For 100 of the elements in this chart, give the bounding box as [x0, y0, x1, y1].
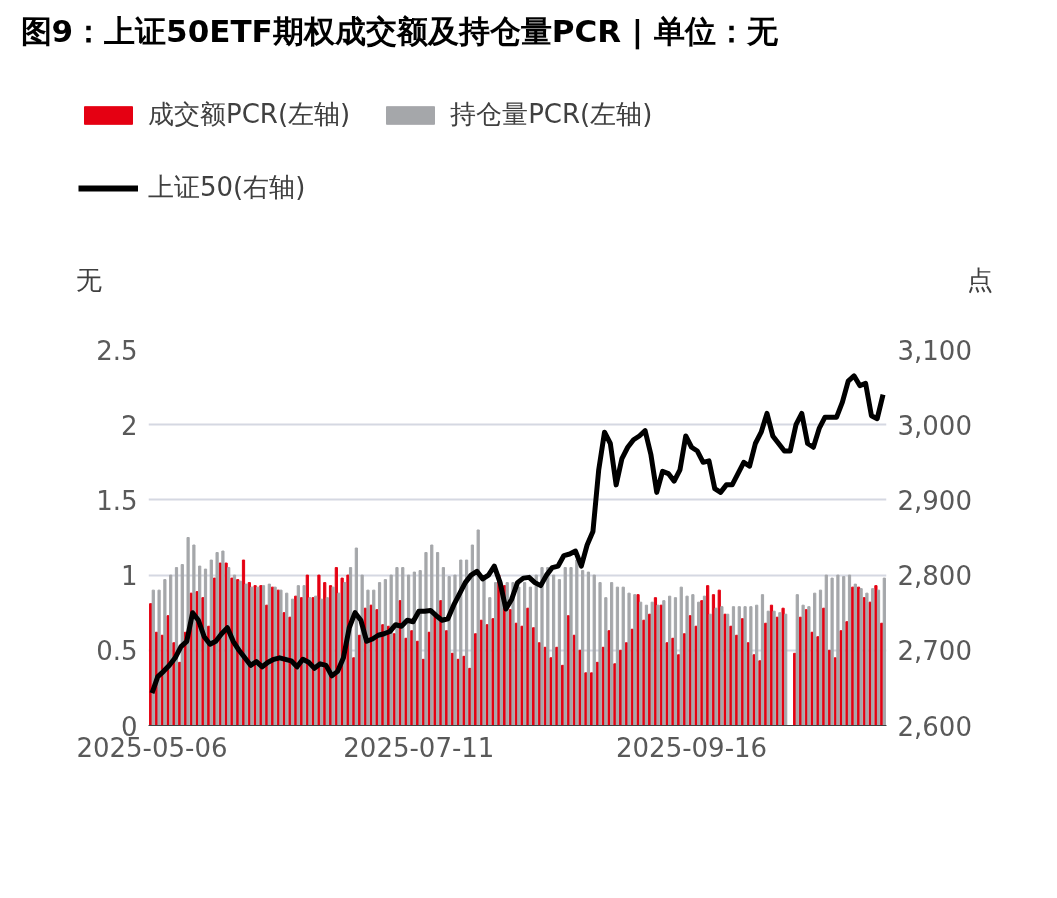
bar	[847, 574, 852, 726]
y-tick-label: 1	[120, 561, 138, 592]
bar	[764, 622, 768, 726]
bar	[679, 586, 683, 726]
bar	[731, 606, 736, 726]
bar	[470, 544, 474, 726]
bar	[627, 592, 631, 726]
bar	[352, 657, 356, 726]
bar	[816, 636, 820, 726]
y2-tick-label: 3,000	[897, 410, 972, 441]
bar	[372, 589, 376, 726]
bar	[795, 594, 799, 726]
bar	[801, 604, 805, 726]
bar	[435, 552, 440, 726]
x-tick-label: 2025-07-11	[343, 732, 495, 763]
bar	[563, 567, 567, 726]
bar	[685, 595, 689, 726]
bar	[586, 571, 591, 726]
bar	[441, 567, 445, 726]
bar	[778, 612, 782, 726]
bar	[453, 574, 457, 726]
bar	[557, 579, 562, 726]
bar	[604, 597, 608, 726]
bar	[285, 592, 289, 726]
bar	[523, 582, 527, 726]
y-tick-label: 1.5	[96, 485, 138, 516]
bar	[673, 597, 678, 726]
chart-title: 图9：上证50ETF期权成交额及持仓量PCR | 单位：无	[20, 12, 779, 50]
bar	[468, 667, 472, 726]
bar	[157, 589, 161, 726]
bar	[621, 586, 625, 726]
bar	[772, 610, 776, 726]
y-axis-title: 无	[75, 264, 102, 295]
bar	[534, 574, 538, 726]
bar	[383, 579, 387, 726]
bar	[706, 585, 710, 726]
bar	[546, 567, 550, 726]
bar	[221, 550, 225, 726]
bar	[615, 586, 620, 726]
bar	[209, 559, 213, 726]
legend-label: 成交额PCR(左轴)	[148, 98, 351, 131]
bar	[418, 570, 422, 726]
y2-tick-label: 3,100	[897, 335, 972, 366]
bar	[337, 592, 341, 726]
bar	[598, 582, 602, 726]
bar	[581, 570, 585, 726]
bar	[493, 582, 498, 726]
bar	[366, 589, 370, 726]
bar	[552, 574, 556, 726]
y-tick-label: 0.5	[96, 636, 138, 667]
bar	[642, 619, 646, 726]
bar	[406, 574, 411, 726]
y-tick-label: 2	[120, 410, 138, 441]
bar	[317, 574, 321, 726]
bar	[755, 604, 759, 726]
bar	[639, 601, 643, 726]
bar	[822, 607, 826, 726]
bar	[880, 622, 884, 726]
bar	[575, 559, 579, 726]
bar	[610, 582, 614, 726]
bar	[760, 594, 765, 726]
bar	[401, 567, 405, 726]
bar	[830, 577, 834, 726]
x-tick-label: 2025-09-16	[616, 732, 768, 763]
bar	[149, 603, 153, 726]
bar	[836, 574, 840, 726]
y2-tick-label: 2,600	[897, 711, 972, 742]
bar	[876, 589, 881, 726]
bar	[735, 634, 739, 726]
bar	[818, 589, 823, 726]
bar	[395, 567, 399, 726]
bar	[882, 577, 886, 726]
bar	[377, 582, 382, 726]
bar	[668, 595, 672, 726]
bar	[613, 663, 617, 726]
bar	[178, 661, 182, 726]
bar	[720, 606, 724, 726]
bar	[526, 607, 530, 726]
bar	[528, 586, 533, 726]
bar	[766, 610, 770, 726]
bar	[430, 544, 434, 726]
bar	[511, 582, 515, 726]
bar	[708, 613, 712, 726]
bar	[671, 637, 675, 726]
bar	[476, 529, 480, 726]
bar	[824, 574, 828, 726]
bar	[691, 594, 695, 726]
bar	[459, 559, 463, 726]
bar	[592, 574, 596, 726]
y2-tick-label: 2,700	[897, 636, 972, 667]
bar	[702, 595, 707, 726]
bar	[569, 567, 573, 726]
legend-label: 持仓量PCR(左轴)	[450, 98, 653, 131]
bar	[749, 606, 753, 726]
bar	[517, 586, 521, 726]
bar	[540, 567, 544, 726]
bar	[389, 574, 393, 726]
bar	[813, 592, 817, 726]
bar	[488, 597, 492, 726]
bar	[758, 660, 762, 726]
